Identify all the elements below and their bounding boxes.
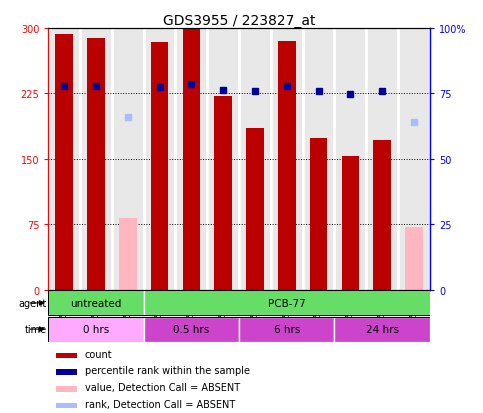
Bar — [48, 317, 144, 342]
Bar — [246, 129, 264, 290]
Bar — [310, 139, 327, 290]
Bar — [144, 317, 239, 342]
Bar — [56, 353, 77, 358]
Text: value, Detection Call = ABSENT: value, Detection Call = ABSENT — [85, 382, 240, 392]
Text: agent: agent — [18, 298, 46, 308]
Bar — [56, 370, 77, 375]
Text: time: time — [24, 324, 46, 334]
Bar — [214, 97, 232, 290]
Bar — [144, 291, 430, 316]
Bar — [119, 219, 137, 290]
Bar — [278, 42, 296, 290]
Title: GDS3955 / 223827_at: GDS3955 / 223827_at — [163, 14, 315, 28]
Text: 24 hrs: 24 hrs — [366, 324, 398, 334]
Bar — [373, 140, 391, 290]
Text: 6 hrs: 6 hrs — [273, 324, 300, 334]
Bar — [405, 228, 423, 290]
Bar — [239, 317, 335, 342]
Text: untreated: untreated — [71, 298, 122, 308]
Bar — [183, 30, 200, 290]
Text: PCB-77: PCB-77 — [268, 298, 306, 308]
Bar — [56, 35, 73, 290]
Text: rank, Detection Call = ABSENT: rank, Detection Call = ABSENT — [85, 399, 235, 408]
Text: percentile rank within the sample: percentile rank within the sample — [85, 366, 250, 375]
Bar — [87, 39, 105, 290]
Text: count: count — [85, 349, 112, 358]
Bar — [48, 291, 144, 316]
Bar — [151, 43, 169, 290]
Text: 0.5 hrs: 0.5 hrs — [173, 324, 210, 334]
Text: 0 hrs: 0 hrs — [83, 324, 109, 334]
Bar — [56, 403, 77, 408]
Bar — [335, 317, 430, 342]
Bar — [341, 157, 359, 290]
Bar — [56, 386, 77, 392]
